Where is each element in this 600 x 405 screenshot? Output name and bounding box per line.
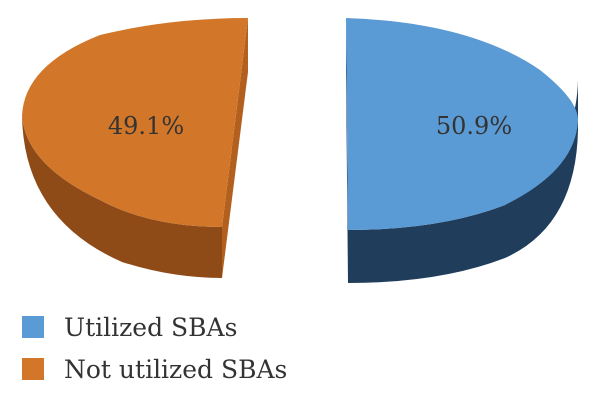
slice-not-utilized <box>22 18 248 278</box>
legend-label-not-utilized: Not utilized SBAs <box>64 354 288 384</box>
legend-label-utilized: Utilized SBAs <box>64 312 238 342</box>
legend: Utilized SBAs Not utilized SBAs <box>22 312 287 396</box>
data-label-utilized: 50.9% <box>436 112 512 140</box>
slice-not-utilized-cut-face <box>222 18 248 278</box>
slice-utilized <box>346 18 578 283</box>
legend-item-not-utilized: Not utilized SBAs <box>22 354 287 384</box>
pie-chart: 49.1% 50.9% <box>22 18 578 283</box>
slice-utilized-cut-face <box>346 18 348 283</box>
slice-utilized-top <box>346 18 578 230</box>
legend-swatch-not-utilized <box>22 358 44 380</box>
slice-not-utilized-top <box>22 18 248 227</box>
slice-utilized-side <box>348 80 578 283</box>
legend-swatch-utilized <box>22 316 44 338</box>
legend-item-utilized: Utilized SBAs <box>22 312 287 342</box>
slice-not-utilized-side <box>22 116 222 278</box>
data-label-not-utilized: 49.1% <box>108 112 184 140</box>
